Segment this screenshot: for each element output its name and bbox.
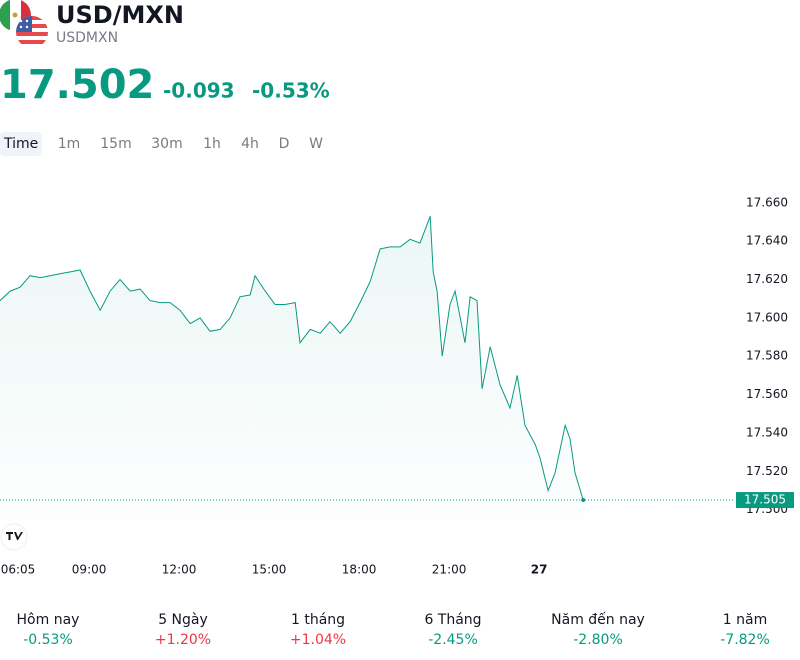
tab[interactable]: 4h	[241, 136, 259, 152]
last-price-tag	[736, 492, 794, 509]
area	[0, 216, 584, 521]
x-tick-label: 15:00	[252, 563, 287, 577]
last-point	[581, 498, 586, 503]
title: USD/MXN	[56, 1, 184, 29]
tab[interactable]: Time	[3, 136, 38, 152]
y-tick-label: 17.620	[746, 272, 788, 286]
period-change: -7.82%	[720, 632, 770, 648]
period-change: -2.80%	[573, 632, 623, 648]
x-tick-label: 12:00	[162, 563, 197, 577]
x-tick-label: 09:00	[72, 563, 107, 577]
y-tick-label: 17.540	[746, 425, 788, 439]
period-label[interactable]: 6 Tháng	[424, 612, 481, 628]
tv-logo	[0, 523, 28, 551]
plot: 17.50017.52017.54017.56017.58017.60017.6…	[0, 195, 794, 577]
price-line	[0, 216, 584, 501]
x-tick-label: 06:05	[1, 563, 36, 577]
period-change: +1.04%	[290, 632, 346, 648]
period-label[interactable]: 1 tháng	[291, 612, 345, 628]
period-label[interactable]: 5 Ngày	[158, 612, 208, 628]
change-percent: -0.53%	[252, 79, 330, 103]
tab[interactable]: W	[309, 136, 323, 152]
price: 17.502	[0, 62, 154, 108]
x-tick-label: 21:00	[432, 563, 467, 577]
y-tick-label: 17.520	[746, 464, 788, 478]
tab-active-bg	[0, 132, 42, 156]
period-change: -2.45%	[428, 632, 478, 648]
period-label[interactable]: Năm đến nay	[551, 611, 645, 628]
tab[interactable]: 30m	[151, 136, 182, 152]
period-change: +1.20%	[155, 632, 211, 648]
y-tick-label: 17.600	[746, 310, 788, 324]
y-tick-label: 17.580	[746, 349, 788, 363]
y-tick-label: 17.640	[746, 234, 788, 248]
y-tick-label: 17.560	[746, 387, 788, 401]
x-tick-label: 18:00	[342, 563, 377, 577]
change: -0.093	[163, 79, 235, 103]
period-label[interactable]: Hôm nay	[17, 612, 80, 628]
tab[interactable]: 15m	[100, 136, 131, 152]
tab[interactable]: 1h	[203, 136, 221, 152]
tab[interactable]: D	[279, 136, 290, 152]
tabs: Time 1m 15m 30m 1h 4h D W	[3, 136, 323, 152]
period-label[interactable]: 1 năm	[723, 612, 767, 628]
mexico-flag	[0, 0, 31, 31]
symbol: USDMXN	[56, 30, 118, 46]
last-price-label: 17.505	[744, 493, 786, 507]
period-change: -0.53%	[23, 632, 73, 648]
y-tick-label: 17.660	[746, 195, 788, 209]
performance: Hôm nay -0.53% 5 Ngày +1.20% 1 tháng +1.04% 6 …	[17, 611, 770, 648]
tab[interactable]: 1m	[58, 136, 81, 152]
x-tick-label: 27	[531, 563, 548, 577]
us-flag	[16, 16, 48, 48]
